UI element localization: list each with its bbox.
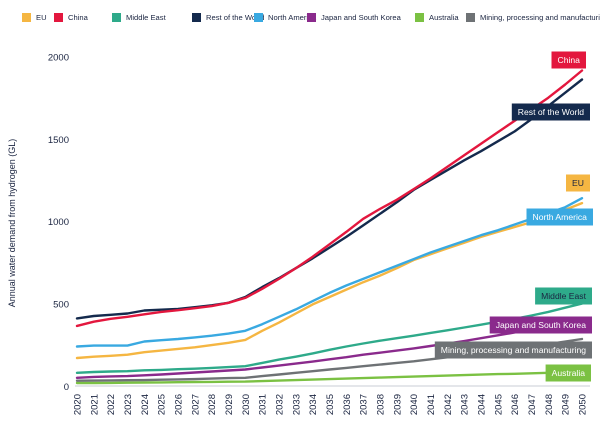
end-label-text: EU <box>572 178 584 188</box>
x-tick-label: 2033 <box>291 394 302 415</box>
legend-item-china: China <box>54 11 88 23</box>
y-tick-label: 2000 <box>48 52 69 63</box>
legend-item-japan-and-south-korea: Japan and South Korea <box>307 11 401 23</box>
legend-label: Mining, processing and manufacturing <box>480 12 600 22</box>
end-label-eu: EU <box>566 174 590 192</box>
x-tick-label: 2043 <box>460 394 471 415</box>
x-tick-label: 2044 <box>477 394 488 415</box>
x-tick-label: 2026 <box>174 394 185 415</box>
x-tick-label: 2032 <box>275 394 286 415</box>
legend-label: Rest of the World <box>206 12 265 22</box>
legend-label: China <box>68 12 88 22</box>
legend-item-eu: EU <box>22 11 47 23</box>
series-line-japan-and-south-korea <box>75 319 584 379</box>
x-tick-label: 2024 <box>140 394 151 415</box>
x-tick-label: 2038 <box>376 394 387 415</box>
legend-item-mining-processing-and-manufacturing: Mining, processing and manufacturing <box>466 11 600 23</box>
y-tick-label: 1000 <box>48 217 69 228</box>
legend-item-rest-of-the-world: Rest of the World <box>192 11 265 23</box>
legend-label: North America <box>268 12 317 22</box>
end-label-text: Australia <box>552 368 586 378</box>
legend-label: Middle East <box>126 12 166 22</box>
legend-item-australia: Australia <box>415 11 459 23</box>
end-label-text: Mining, processing and manufacturing <box>441 345 586 355</box>
x-tick-label: 2027 <box>190 394 201 415</box>
series-line-rest-of-the-world <box>75 78 584 320</box>
end-label-rest-of-the-world: Rest of the World <box>511 103 590 121</box>
end-label-china: China <box>551 51 586 69</box>
legend-item-middle-east: Middle East <box>112 11 166 23</box>
legend-swatch <box>192 12 201 22</box>
x-tick-label: 2040 <box>409 394 420 415</box>
legend-label: Australia <box>429 12 459 22</box>
y-tick-label: 500 <box>53 300 69 311</box>
x-tick-label: 2047 <box>527 394 538 415</box>
end-label-text: North America <box>533 212 588 222</box>
legend-swatch <box>415 12 424 22</box>
x-tick-label: 2028 <box>207 394 218 415</box>
legend-swatch <box>22 12 31 22</box>
end-label-australia: Australia <box>545 364 591 382</box>
x-tick-label: 2039 <box>392 394 403 415</box>
x-tick-label: 2023 <box>123 394 134 415</box>
legend-swatch <box>254 12 263 22</box>
x-tick-label: 2025 <box>157 394 168 415</box>
series-line-eu <box>75 201 584 360</box>
x-tick-label: 2035 <box>325 394 336 415</box>
x-tick-label: 2050 <box>578 394 589 415</box>
legend-swatch <box>54 12 63 22</box>
series-line-china <box>75 69 584 328</box>
y-tick-label: 1500 <box>48 135 69 146</box>
legend-swatch <box>466 12 475 22</box>
x-tick-label: 2041 <box>426 394 437 415</box>
x-tick-label: 2030 <box>241 394 252 415</box>
x-tick-label: 2036 <box>342 394 353 415</box>
x-tick-label: 2046 <box>510 394 521 415</box>
legend-swatch <box>307 12 316 22</box>
end-label-text: Rest of the World <box>518 107 584 117</box>
legend-label: EU <box>36 12 47 22</box>
x-tick-label: 2034 <box>308 394 319 415</box>
x-tick-label: 2045 <box>493 394 504 415</box>
legend: EU China Middle East Rest of the World North… <box>22 8 600 26</box>
x-tick-label: 2049 <box>561 394 572 415</box>
end-label-text: Middle East <box>541 291 587 301</box>
x-tick-label: 2042 <box>443 394 454 415</box>
y-axis-label: Annual water demand from hydrogen (GL) <box>7 139 17 308</box>
series-line-north-america <box>75 196 584 348</box>
legend-swatch <box>112 12 121 22</box>
x-tick-label: 2022 <box>106 394 117 415</box>
x-tick-label: 2031 <box>258 394 269 415</box>
x-tick-label: 2021 <box>89 394 100 415</box>
series-line-australia <box>75 370 584 385</box>
x-tick-label: 2020 <box>73 394 84 415</box>
legend-label: Japan and South Korea <box>321 12 401 22</box>
end-label-middle-east: Middle East <box>535 287 592 305</box>
end-label-mining-processing-and-manufacturing: Mining, processing and manufacturing <box>434 341 592 359</box>
x-tick-label: 2048 <box>544 394 555 415</box>
x-tick-label: 2037 <box>359 394 370 415</box>
end-label-north-america: North America <box>526 208 593 226</box>
end-label-japan-and-south-korea: Japan and South Korea <box>489 316 592 334</box>
end-label-text: China <box>558 55 581 65</box>
end-label-text: Japan and South Korea <box>496 320 587 330</box>
x-tick-label: 2029 <box>224 394 235 415</box>
y-tick-label: 0 <box>64 382 69 393</box>
legend-item-north-america: North America <box>254 11 316 23</box>
